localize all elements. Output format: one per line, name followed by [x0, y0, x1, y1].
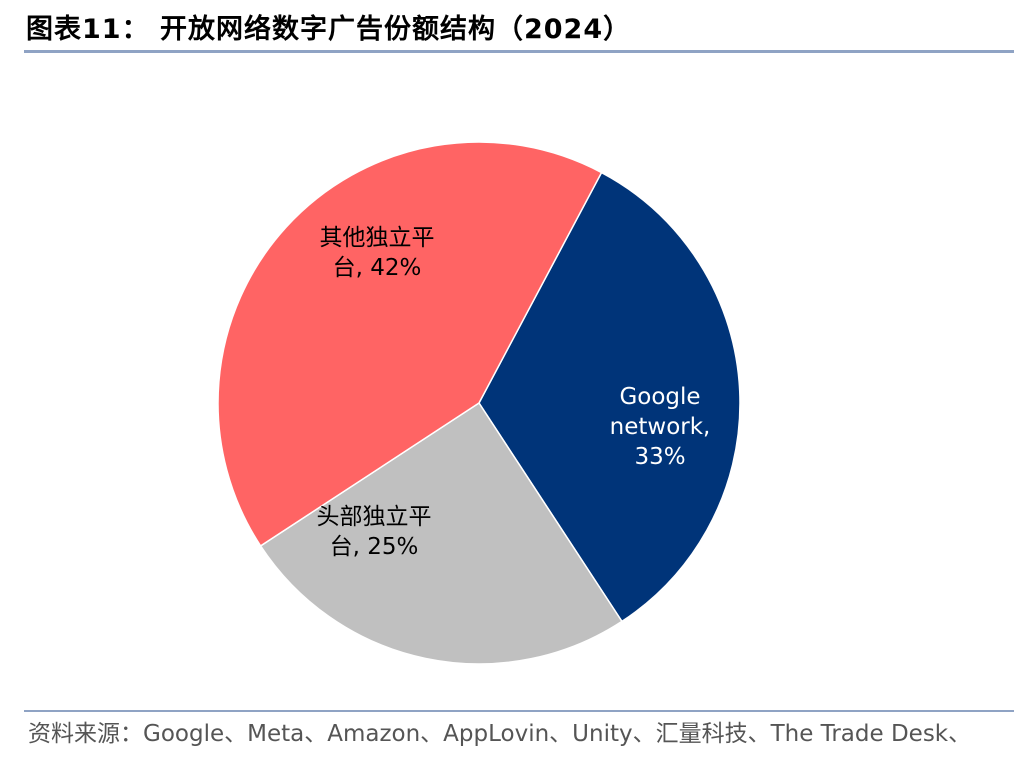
title-divider — [24, 50, 1014, 53]
slice-label-3: 其他独立平台, 42% — [320, 225, 435, 281]
pie-slice-3 — [217, 141, 603, 547]
page-title: 图表11： 开放网络数字广告份额结构（2024） — [26, 14, 632, 45]
pie-chart-svg: Google network, 33% 头部独立平台, 25% 其他独立平台, 42% — [217, 141, 741, 665]
pie-chart: Google network, 33% 头部独立平台, 25% 其他独立平台, 42% — [0, 56, 1036, 696]
source-note: 资料来源：Google、Meta、Amazon、AppLovin、Unity、汇… — [28, 721, 972, 747]
slice-label-2: 头部独立平台, 25% — [317, 504, 432, 560]
slice-label-1: Google network, 33% — [610, 384, 711, 470]
source-divider — [24, 710, 1014, 712]
pie-slice-1 — [478, 171, 741, 623]
pie-slice-2 — [259, 401, 623, 665]
